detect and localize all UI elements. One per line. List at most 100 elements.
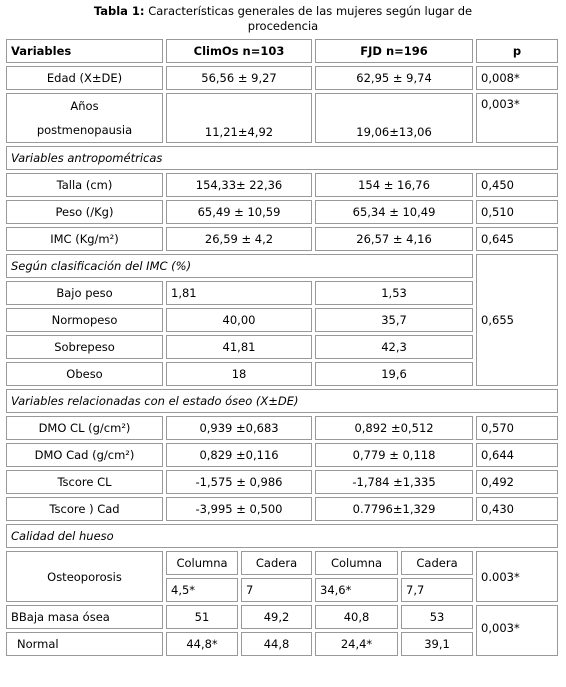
table-cell: 56,56 ± 9,27	[166, 66, 313, 90]
table-cell: -1,784 ±1,335	[315, 470, 474, 494]
table-row: Variables antropométricas	[6, 146, 559, 170]
table-row: IMC (Kg/m²) 26,59 ± 4,2 26,57 ± 4,16 0,645	[6, 227, 559, 251]
table-caption: Tabla 1: Características generales de la…	[83, 4, 483, 34]
table-cell: 0,829 ±0,116	[166, 443, 313, 467]
table-cell: 42,3	[315, 335, 474, 359]
table-row: Edad (X±DE) 56,56 ± 9,27 62,95 ± 9,74 0,…	[6, 66, 559, 90]
table-cell: Bajo peso	[6, 281, 163, 305]
table-cell: 0,003*	[476, 605, 559, 656]
caption-text: Características generales de las mujeres…	[148, 4, 473, 33]
table-cell: 26,59 ± 4,2	[166, 227, 313, 251]
table-row: BBaja masa ósea 51 49,2 40,8 53 0,003*	[6, 605, 559, 656]
table-cell: 41,81	[166, 335, 313, 359]
table-cell: 0,779 ± 0,118	[315, 443, 474, 467]
table-cell: Talla (cm)	[6, 173, 163, 197]
table-row: Normopeso 40,00 35,7	[6, 308, 558, 332]
row-label: Años postmenopausia	[36, 99, 133, 137]
table-cell: Sobrepeso	[6, 335, 163, 359]
table-row: Talla (cm) 154,33± 22,36 154 ± 16,76 0,450	[6, 173, 559, 197]
table-cell: Años postmenopausia	[6, 93, 163, 143]
table-cell: 44,8*	[166, 632, 238, 656]
table-row: Sobrepeso 41,81 42,3	[6, 335, 558, 359]
table-cell: 0,003*	[476, 93, 559, 143]
table-cell: 0,655	[476, 254, 559, 386]
table-cell: DMO CL (g/cm²)	[6, 416, 163, 440]
table-cell: 19,06±13,06	[315, 93, 474, 143]
caption-label: Tabla 1:	[93, 4, 145, 18]
table-cell: 34,6*	[315, 578, 399, 602]
table-row: DMO Cad (g/cm²) 0,829 ±0,116 0,779 ± 0,118…	[6, 443, 559, 467]
table-cell: 0,570	[476, 416, 559, 440]
table-cell: 0.003*	[476, 551, 559, 602]
table-cell: 44,8	[241, 632, 313, 656]
table-cell: 7,7	[401, 578, 474, 602]
table-cell: 1,53	[315, 281, 474, 305]
table-cell: Edad (X±DE)	[6, 66, 163, 90]
table-row: Tscore CL -1,575 ± 0,986 -1,784 ±1,335 0,49…	[6, 470, 559, 494]
table-row: Peso (/Kg) 65,49 ± 10,59 65,34 ± 10,49 0,51…	[6, 200, 559, 224]
table-cell: Peso (/Kg)	[6, 200, 163, 224]
table-cell: 154,33± 22,36	[166, 173, 313, 197]
table-cell: 53	[401, 605, 474, 629]
table-cell: Columna	[315, 551, 399, 575]
table-cell: 4,5*	[166, 578, 238, 602]
table-row: Normal 44,8* 44,8 24,4* 39,1	[6, 632, 558, 656]
table-cell: Normal	[6, 632, 163, 656]
table-cell: 18	[166, 362, 313, 386]
table-row: Calidad del hueso	[6, 524, 559, 548]
table-row: Obeso 18 19,6	[6, 362, 558, 386]
table-row: Variables ClimOs n=103 FJD n=196 p	[6, 39, 559, 63]
table-row: Variables relacionadas con el estado óse…	[6, 389, 559, 413]
table-cell: Obeso	[6, 362, 163, 386]
table-cell: 0,645	[476, 227, 559, 251]
table-cell: p	[476, 39, 559, 63]
table-cell: IMC (Kg/m²)	[6, 227, 163, 251]
table-cell: 0,450	[476, 173, 559, 197]
table-cell: 39,1	[401, 632, 474, 656]
table-cell: 49,2	[241, 605, 313, 629]
table-cell: Según clasificación del IMC (%)	[6, 254, 474, 278]
table-cell: BBaja masa ósea	[6, 605, 163, 629]
table-cell: 0,892 ±0,512	[315, 416, 474, 440]
table-cell: 0,008*	[476, 66, 559, 90]
table-cell: 65,34 ± 10,49	[315, 200, 474, 224]
table-cell: Osteoporosis	[6, 551, 163, 602]
table-cell: 0,644	[476, 443, 559, 467]
table-cell: Cadera	[241, 551, 313, 575]
table-cell: ClimOs n=103	[166, 39, 313, 63]
table-cell: Variables	[6, 39, 163, 63]
data-table: Variables ClimOs n=103 FJD n=196 p Edad …	[3, 36, 561, 659]
table-cell: Calidad del hueso	[6, 524, 559, 548]
table-cell: Variables relacionadas con el estado óse…	[6, 389, 559, 413]
table-cell: 24,4*	[315, 632, 399, 656]
table-cell: FJD n=196	[315, 39, 474, 63]
table-cell: DMO Cad (g/cm²)	[6, 443, 163, 467]
table-cell: Columna	[166, 551, 238, 575]
table-cell: 1,81	[166, 281, 313, 305]
table-cell: Tscore CL	[6, 470, 163, 494]
table-cell: 11,21±4,92	[166, 93, 313, 143]
table-cell: Normopeso	[6, 308, 163, 332]
table-cell: 154 ± 16,76	[315, 173, 474, 197]
table-cell: 35,7	[315, 308, 474, 332]
table-cell: 26,57 ± 4,16	[315, 227, 474, 251]
table-row: Años postmenopausia 11,21±4,92 19,06±13,…	[6, 93, 559, 143]
table-cell: 51	[166, 605, 238, 629]
table-cell: Cadera	[401, 551, 474, 575]
table-cell: 65,49 ± 10,59	[166, 200, 313, 224]
table-cell: -3,995 ± 0,500	[166, 497, 313, 521]
table-cell: 7	[241, 578, 313, 602]
table-cell: 62,95 ± 9,74	[315, 66, 474, 90]
table-cell: 0.7796±1,329	[315, 497, 474, 521]
table-cell: 40,00	[166, 308, 313, 332]
table-cell: 19,6	[315, 362, 474, 386]
table-row: Bajo peso 1,81 1,53	[6, 281, 558, 305]
table-cell: Variables antropométricas	[6, 146, 559, 170]
table-cell: 40,8	[315, 605, 399, 629]
table-cell: 0,510	[476, 200, 559, 224]
table-row: 4,5* 7 34,6* 7,7	[6, 578, 558, 602]
table-cell: 0,430	[476, 497, 559, 521]
table-cell: 0,492	[476, 470, 559, 494]
table-cell: 0,939 ±0,683	[166, 416, 313, 440]
